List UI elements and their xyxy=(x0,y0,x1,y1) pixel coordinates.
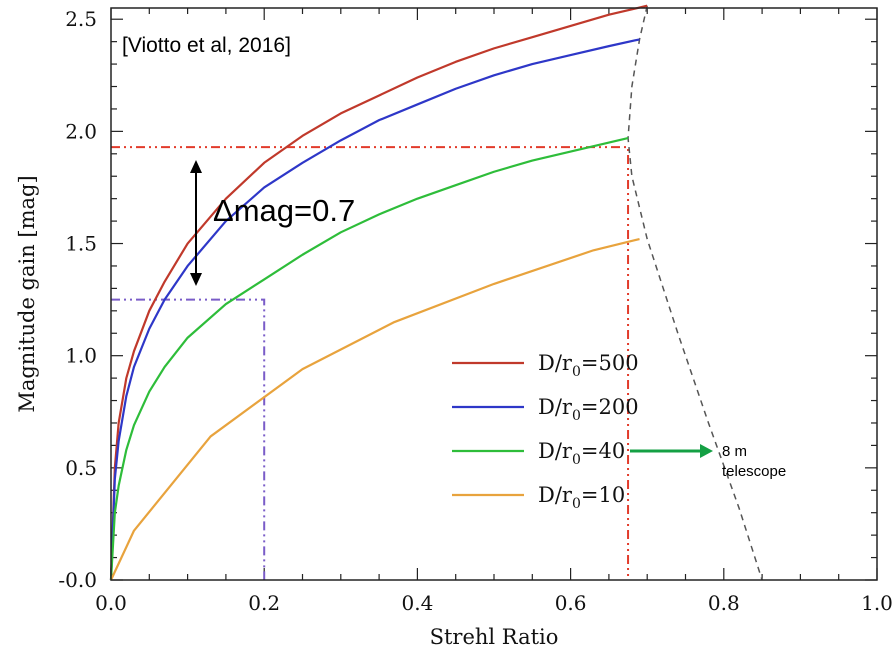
x-axis-title: Strehl Ratio xyxy=(430,625,559,649)
legend-entry: D/r0=500 xyxy=(538,351,639,380)
legend: D/r0=500 D/r0=200 D/r0=40 D/r0=10 xyxy=(452,351,639,512)
y-tick-label: 0.5 xyxy=(65,456,97,480)
y-tick-label: 1.5 xyxy=(65,232,97,256)
series-line-3 xyxy=(109,137,629,581)
y-tick-label: -0.0 xyxy=(58,568,97,592)
tick-labels: 0.0 0.2 0.4 0.6 0.8 1.0 -0.0 0.5 1.0 1.5 2.0 2.5 xyxy=(58,7,892,615)
y-tick-label: 2.0 xyxy=(65,119,97,143)
series-line-4 xyxy=(110,237,640,581)
envelope-line xyxy=(627,5,763,581)
plot-frame xyxy=(110,7,878,581)
delta-arrow xyxy=(190,160,202,286)
telescope-arrow xyxy=(630,444,713,458)
citation-label: [Viotto et al, 2016] xyxy=(122,34,291,57)
legend-entry: D/r0=40 xyxy=(538,439,625,468)
x-tick-label: 0.6 xyxy=(555,591,587,615)
y-tick-label: 2.5 xyxy=(65,7,97,31)
telescope-label-line1: 8 m xyxy=(722,443,747,460)
envelope-dashed-line xyxy=(627,5,763,581)
x-tick-label: 0.0 xyxy=(95,591,127,615)
reference-lines xyxy=(111,146,630,580)
series-line-1 xyxy=(109,4,648,581)
series-line-2 xyxy=(109,38,640,581)
reference-line xyxy=(111,146,630,580)
reference-line xyxy=(111,298,266,580)
y-axis-title: Magnitude gain [mag] xyxy=(15,175,39,412)
x-tick-label: 1.0 xyxy=(861,591,893,615)
telescope-label-line2: telescope xyxy=(722,463,786,480)
series-lines xyxy=(109,4,648,581)
legend-entry: D/r0=200 xyxy=(538,395,639,424)
y-tick-label: 1.0 xyxy=(65,344,97,368)
delta-mag-label: Δmag=0.7 xyxy=(213,193,355,228)
legend-entry: D/r0=10 xyxy=(538,483,625,512)
x-tick-label: 0.8 xyxy=(708,591,740,615)
x-tick-label: 0.4 xyxy=(401,591,433,615)
tick-marks xyxy=(110,8,878,581)
x-tick-label: 0.2 xyxy=(248,591,280,615)
